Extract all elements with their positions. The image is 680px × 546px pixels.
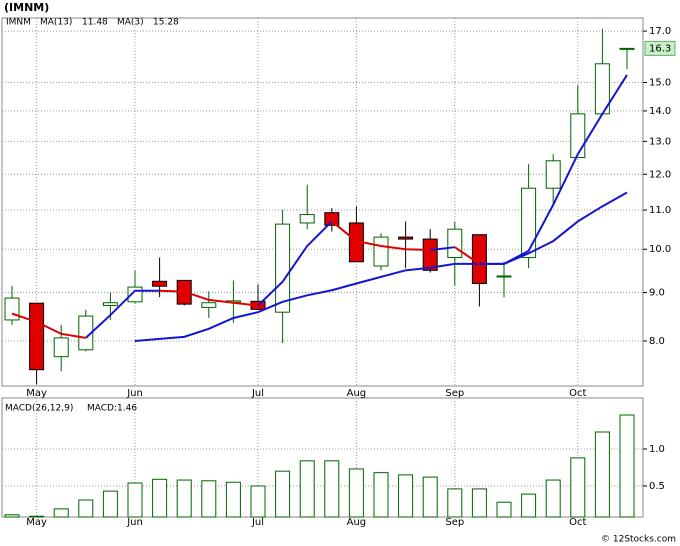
candle-body: [299, 214, 315, 224]
ma-line: [479, 74, 628, 265]
macd-bar: [250, 485, 266, 518]
candle-body: [275, 223, 291, 313]
ma-line: [85, 289, 160, 339]
macd-bar: [521, 493, 537, 518]
macd-bar: [447, 488, 463, 518]
candle-body: [53, 337, 69, 358]
price-panel: [1, 17, 644, 387]
ma-line: [159, 289, 259, 307]
candle-body: [373, 236, 389, 267]
macd-bar: [275, 470, 291, 518]
y-tick-label: 17.0: [649, 26, 671, 37]
macd-bar: [471, 488, 487, 518]
x-tick-label: Jul: [251, 517, 264, 528]
x-tick-label: Aug: [347, 517, 367, 528]
y-tick-label: 13.0: [649, 136, 671, 147]
candle-body: [78, 315, 94, 351]
candle-body: [570, 113, 586, 158]
x-tick-label: Sep: [445, 388, 464, 399]
y-tick-label: 9.0: [649, 288, 665, 299]
macd-bar: [398, 474, 414, 518]
macd-bar: [29, 515, 45, 518]
last-price-box: [644, 40, 676, 56]
x-tick-label: May: [26, 517, 47, 528]
macd-panel: [1, 397, 644, 518]
x-tick-label: May: [26, 388, 47, 399]
x-tick-label: Aug: [347, 388, 367, 399]
ma-line: [134, 191, 628, 342]
candle-body: [398, 236, 414, 240]
macd-bar: [127, 482, 143, 518]
candle-body: [619, 47, 635, 50]
candle-body: [521, 187, 537, 259]
macd-bar: [53, 508, 69, 518]
candle-body: [152, 280, 168, 287]
y-tick-label: 1.0: [649, 444, 665, 455]
x-tick-label: Jul: [251, 388, 264, 399]
candle-body: [324, 212, 340, 226]
y-tick-label: 15.0: [649, 78, 671, 89]
candle-body: [102, 302, 118, 307]
last-price: 16.3: [649, 43, 671, 54]
macd-bar: [619, 414, 635, 518]
macd-bar: [299, 460, 315, 518]
ma-line: [257, 220, 333, 307]
macd-bar: [594, 431, 610, 518]
candle-body: [422, 238, 438, 271]
macd-bar: [102, 490, 118, 518]
legend-symbol: IMNM: [6, 18, 31, 28]
y-tick-label: 14.0: [649, 106, 671, 117]
ma-line: [454, 246, 480, 265]
ma-line: [331, 220, 431, 252]
legend-name: MA(13): [40, 18, 72, 28]
macd-bar: [176, 479, 192, 518]
macd-bar: [225, 481, 241, 518]
legend-name: MA(3): [117, 18, 144, 28]
x-tick-label: Jun: [126, 517, 143, 528]
x-tick-label: Oct: [569, 517, 586, 528]
macd-bar: [152, 478, 168, 518]
candle-body: [29, 302, 45, 371]
y-tick-label: 8.0: [649, 336, 665, 347]
macd-bar: [570, 457, 586, 518]
x-tick-label: Sep: [445, 517, 464, 528]
macd-bar: [373, 472, 389, 518]
chart-title: (IMNM): [4, 1, 49, 14]
legend-value: 15.28: [153, 18, 179, 28]
legend-name: MACD:1.46: [87, 404, 137, 414]
candle-body: [447, 228, 463, 259]
y-tick-label: 0.5: [649, 481, 665, 492]
x-tick-label: Jun: [126, 388, 143, 399]
macd-bar: [4, 514, 20, 518]
y-tick-label: 10.0: [649, 244, 671, 255]
macd-bar: [545, 479, 561, 518]
ma-line: [430, 246, 455, 252]
candle-body: [471, 234, 487, 285]
macd-bar: [348, 468, 364, 518]
macd-bar: [496, 501, 512, 518]
footer: © 12Stocks.com: [601, 535, 676, 545]
y-tick-label: 12.0: [649, 169, 671, 180]
x-tick-label: Oct: [569, 388, 586, 399]
macd-bar: [324, 460, 340, 518]
candle-body: [201, 302, 217, 308]
macd-bar: [201, 480, 217, 518]
legend-value: 11.48: [82, 18, 108, 28]
macd-bar: [78, 499, 94, 518]
candle-body: [496, 275, 512, 278]
ma-line: [11, 312, 86, 339]
y-tick-label: 11.0: [649, 205, 671, 216]
macd-bar: [422, 476, 438, 518]
candle-body: [4, 297, 20, 321]
candle-body: [545, 160, 561, 189]
panel-title: MACD(26,12,9): [5, 404, 73, 414]
